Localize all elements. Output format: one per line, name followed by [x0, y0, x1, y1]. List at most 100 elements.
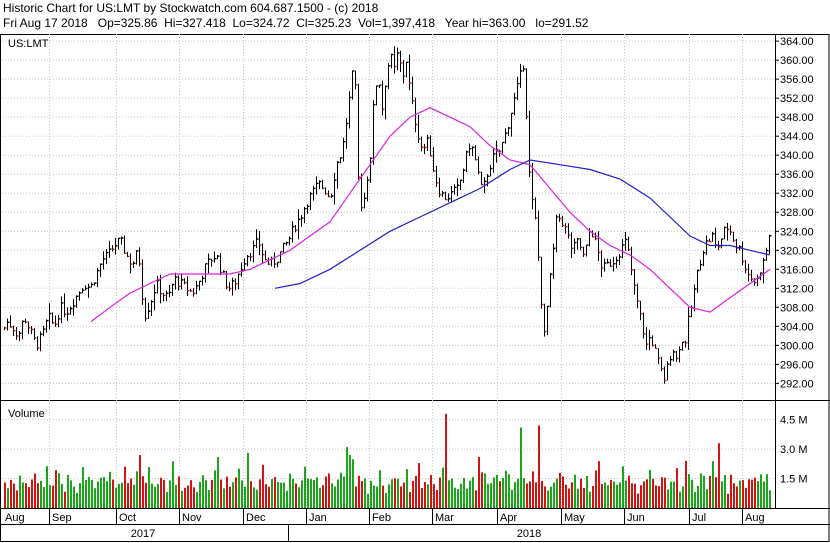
volume-bar — [157, 483, 159, 508]
volume-bar — [337, 479, 339, 508]
volume-bar — [574, 474, 576, 508]
volume-bar — [709, 475, 711, 508]
volume-bar — [289, 473, 291, 508]
volume-bar — [112, 479, 114, 508]
volume-bar — [394, 478, 396, 508]
volume-bar — [739, 480, 741, 508]
volume-bar — [58, 473, 60, 508]
volume-bar — [115, 487, 117, 508]
volume-bar — [757, 481, 759, 508]
volume-bar — [487, 483, 489, 508]
volume-bar — [553, 482, 555, 508]
volume-bar — [742, 480, 744, 508]
month-label-mar: Mar — [435, 512, 454, 524]
volume-bar — [328, 473, 330, 508]
volume-bar — [268, 486, 270, 508]
volume-bar — [472, 477, 474, 508]
volume-bar — [634, 483, 636, 508]
volume-bar — [304, 466, 306, 508]
year-label-2018: 2018 — [517, 528, 541, 540]
volume-bar — [208, 490, 210, 508]
volume-bar — [412, 480, 414, 508]
volume-bar — [439, 477, 441, 508]
volume-bar — [640, 485, 642, 508]
volume-bar — [172, 461, 174, 508]
volume-bar — [733, 483, 735, 508]
y-tick-label: 300.00 — [780, 340, 814, 352]
volume-bar — [418, 463, 420, 508]
long-moving-average-line — [274, 159, 771, 289]
volume-bar — [430, 475, 432, 508]
volume-bar — [283, 482, 285, 508]
y-tick-label: 328.00 — [780, 207, 814, 219]
volume-bar — [592, 486, 594, 508]
volume-bar — [499, 481, 501, 508]
volume-bar — [583, 487, 585, 508]
volume-bar — [202, 475, 204, 508]
volume-bar — [565, 484, 567, 508]
volume-bar — [292, 478, 294, 508]
volume-bar — [37, 483, 39, 508]
volume-bar — [664, 477, 666, 508]
volume-bar — [478, 456, 480, 508]
y-tick-label: 292.00 — [780, 378, 814, 390]
volume-bar — [466, 488, 468, 508]
volume-bar — [457, 489, 459, 508]
volume-bar — [121, 482, 123, 508]
volume-bar — [604, 482, 606, 508]
volume-bar — [97, 481, 99, 508]
volume-bar — [400, 486, 402, 508]
volume-bar — [145, 482, 147, 508]
volume-bar — [259, 479, 261, 508]
volume-bar — [544, 486, 546, 508]
volume-bar — [724, 475, 726, 508]
volume-bar — [82, 467, 84, 508]
volume-bar — [763, 481, 765, 508]
volume-bar — [448, 480, 450, 508]
volume-bar — [235, 477, 237, 508]
y-tick-label: 340.00 — [780, 150, 814, 162]
volume-bar — [205, 480, 207, 508]
y-tick-label: 336.00 — [780, 169, 814, 181]
month-label-may: May — [564, 512, 585, 524]
volume-bar — [631, 483, 633, 508]
volume-label: Volume — [8, 408, 45, 420]
volume-bar — [481, 472, 483, 508]
volume-bar — [496, 474, 498, 508]
volume-bar — [331, 483, 333, 508]
volume-bar — [427, 484, 429, 508]
volume-bar — [535, 482, 537, 508]
month-label-dec: Dec — [246, 512, 266, 524]
month-label-aug: Aug — [5, 512, 25, 524]
volume-bar — [19, 475, 21, 508]
volume-bar — [745, 487, 747, 508]
y-tick-label: 348.00 — [780, 112, 814, 124]
volume-bar — [667, 489, 669, 508]
y-tick-label: 364.00 — [780, 36, 814, 48]
volume-bar — [727, 493, 729, 508]
volume-bar — [55, 470, 57, 508]
volume-bar — [700, 473, 702, 508]
volume-bar — [148, 467, 150, 508]
volume-bar — [670, 481, 672, 508]
volume-bar — [25, 483, 27, 508]
y-tick-label: 312.00 — [780, 283, 814, 295]
volume-bar — [475, 490, 477, 508]
volume-bar — [139, 455, 141, 508]
volume-bar — [421, 487, 423, 508]
volume-bar — [403, 482, 405, 508]
volume-bar — [301, 480, 303, 508]
volume-bar — [556, 478, 558, 508]
volume-bar — [424, 482, 426, 508]
volume-bar — [169, 480, 171, 508]
volume-bar — [238, 468, 240, 508]
volume-bar — [538, 425, 540, 508]
volume-bar — [643, 481, 645, 508]
volume-bar — [508, 474, 510, 508]
volume-bar — [367, 493, 369, 508]
volume-bar — [688, 474, 690, 508]
volume-bar — [286, 490, 288, 508]
volume-bar — [613, 481, 615, 508]
volume-bar — [274, 477, 276, 508]
